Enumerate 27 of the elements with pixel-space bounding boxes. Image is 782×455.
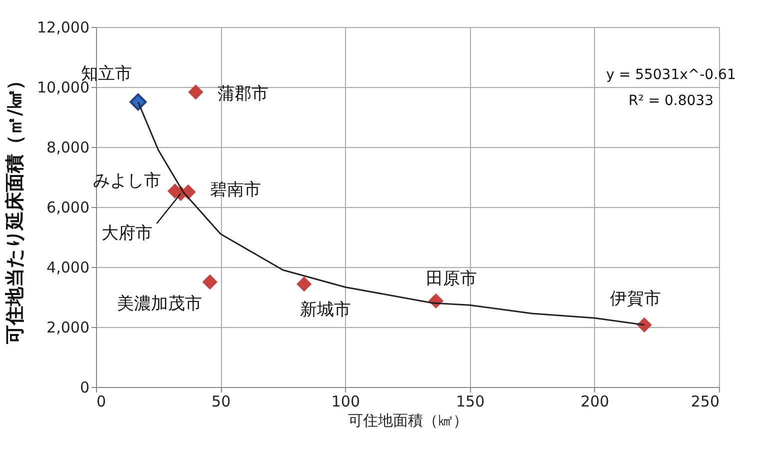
- point: [202, 274, 218, 290]
- annotation: 田原市: [426, 268, 477, 289]
- annotation: 蒲郡市: [218, 84, 269, 104]
- annotation: みよし市: [92, 171, 161, 192]
- annotation: 碧南市: [210, 180, 262, 200]
- x-tick-label: 200: [580, 392, 610, 410]
- y-tick-label: 12,000: [37, 18, 90, 36]
- annotation: 大府市: [102, 224, 153, 244]
- x-tick-label: 0: [96, 392, 106, 410]
- annotation: 美濃加茂市: [116, 294, 202, 314]
- annotation: y = 55031x^-0.61: [606, 67, 736, 83]
- point: [296, 276, 312, 292]
- x-tick-label: 150: [456, 392, 485, 410]
- y-tick-label: 0: [80, 378, 90, 396]
- point: [188, 84, 204, 100]
- x-axis-title: 可住地面積（㎢）: [348, 412, 468, 430]
- y-axis-title: 可住地当たり延床面積（㎡/㎢）: [4, 71, 26, 345]
- x-tick-label: 50: [212, 392, 231, 410]
- annotation: 新城市: [300, 300, 352, 320]
- y-tick-label: 4,000: [46, 258, 90, 276]
- annotation: 伊賀市: [610, 288, 662, 309]
- y-tick-label: 6,000: [46, 198, 90, 216]
- annotation: R² = 0.8033: [628, 93, 714, 109]
- x-tick-label: 250: [690, 392, 720, 410]
- y-tick-label: 2,000: [46, 318, 90, 336]
- y-tick-label: 8,000: [46, 138, 90, 156]
- x-tick-label: 100: [331, 392, 360, 410]
